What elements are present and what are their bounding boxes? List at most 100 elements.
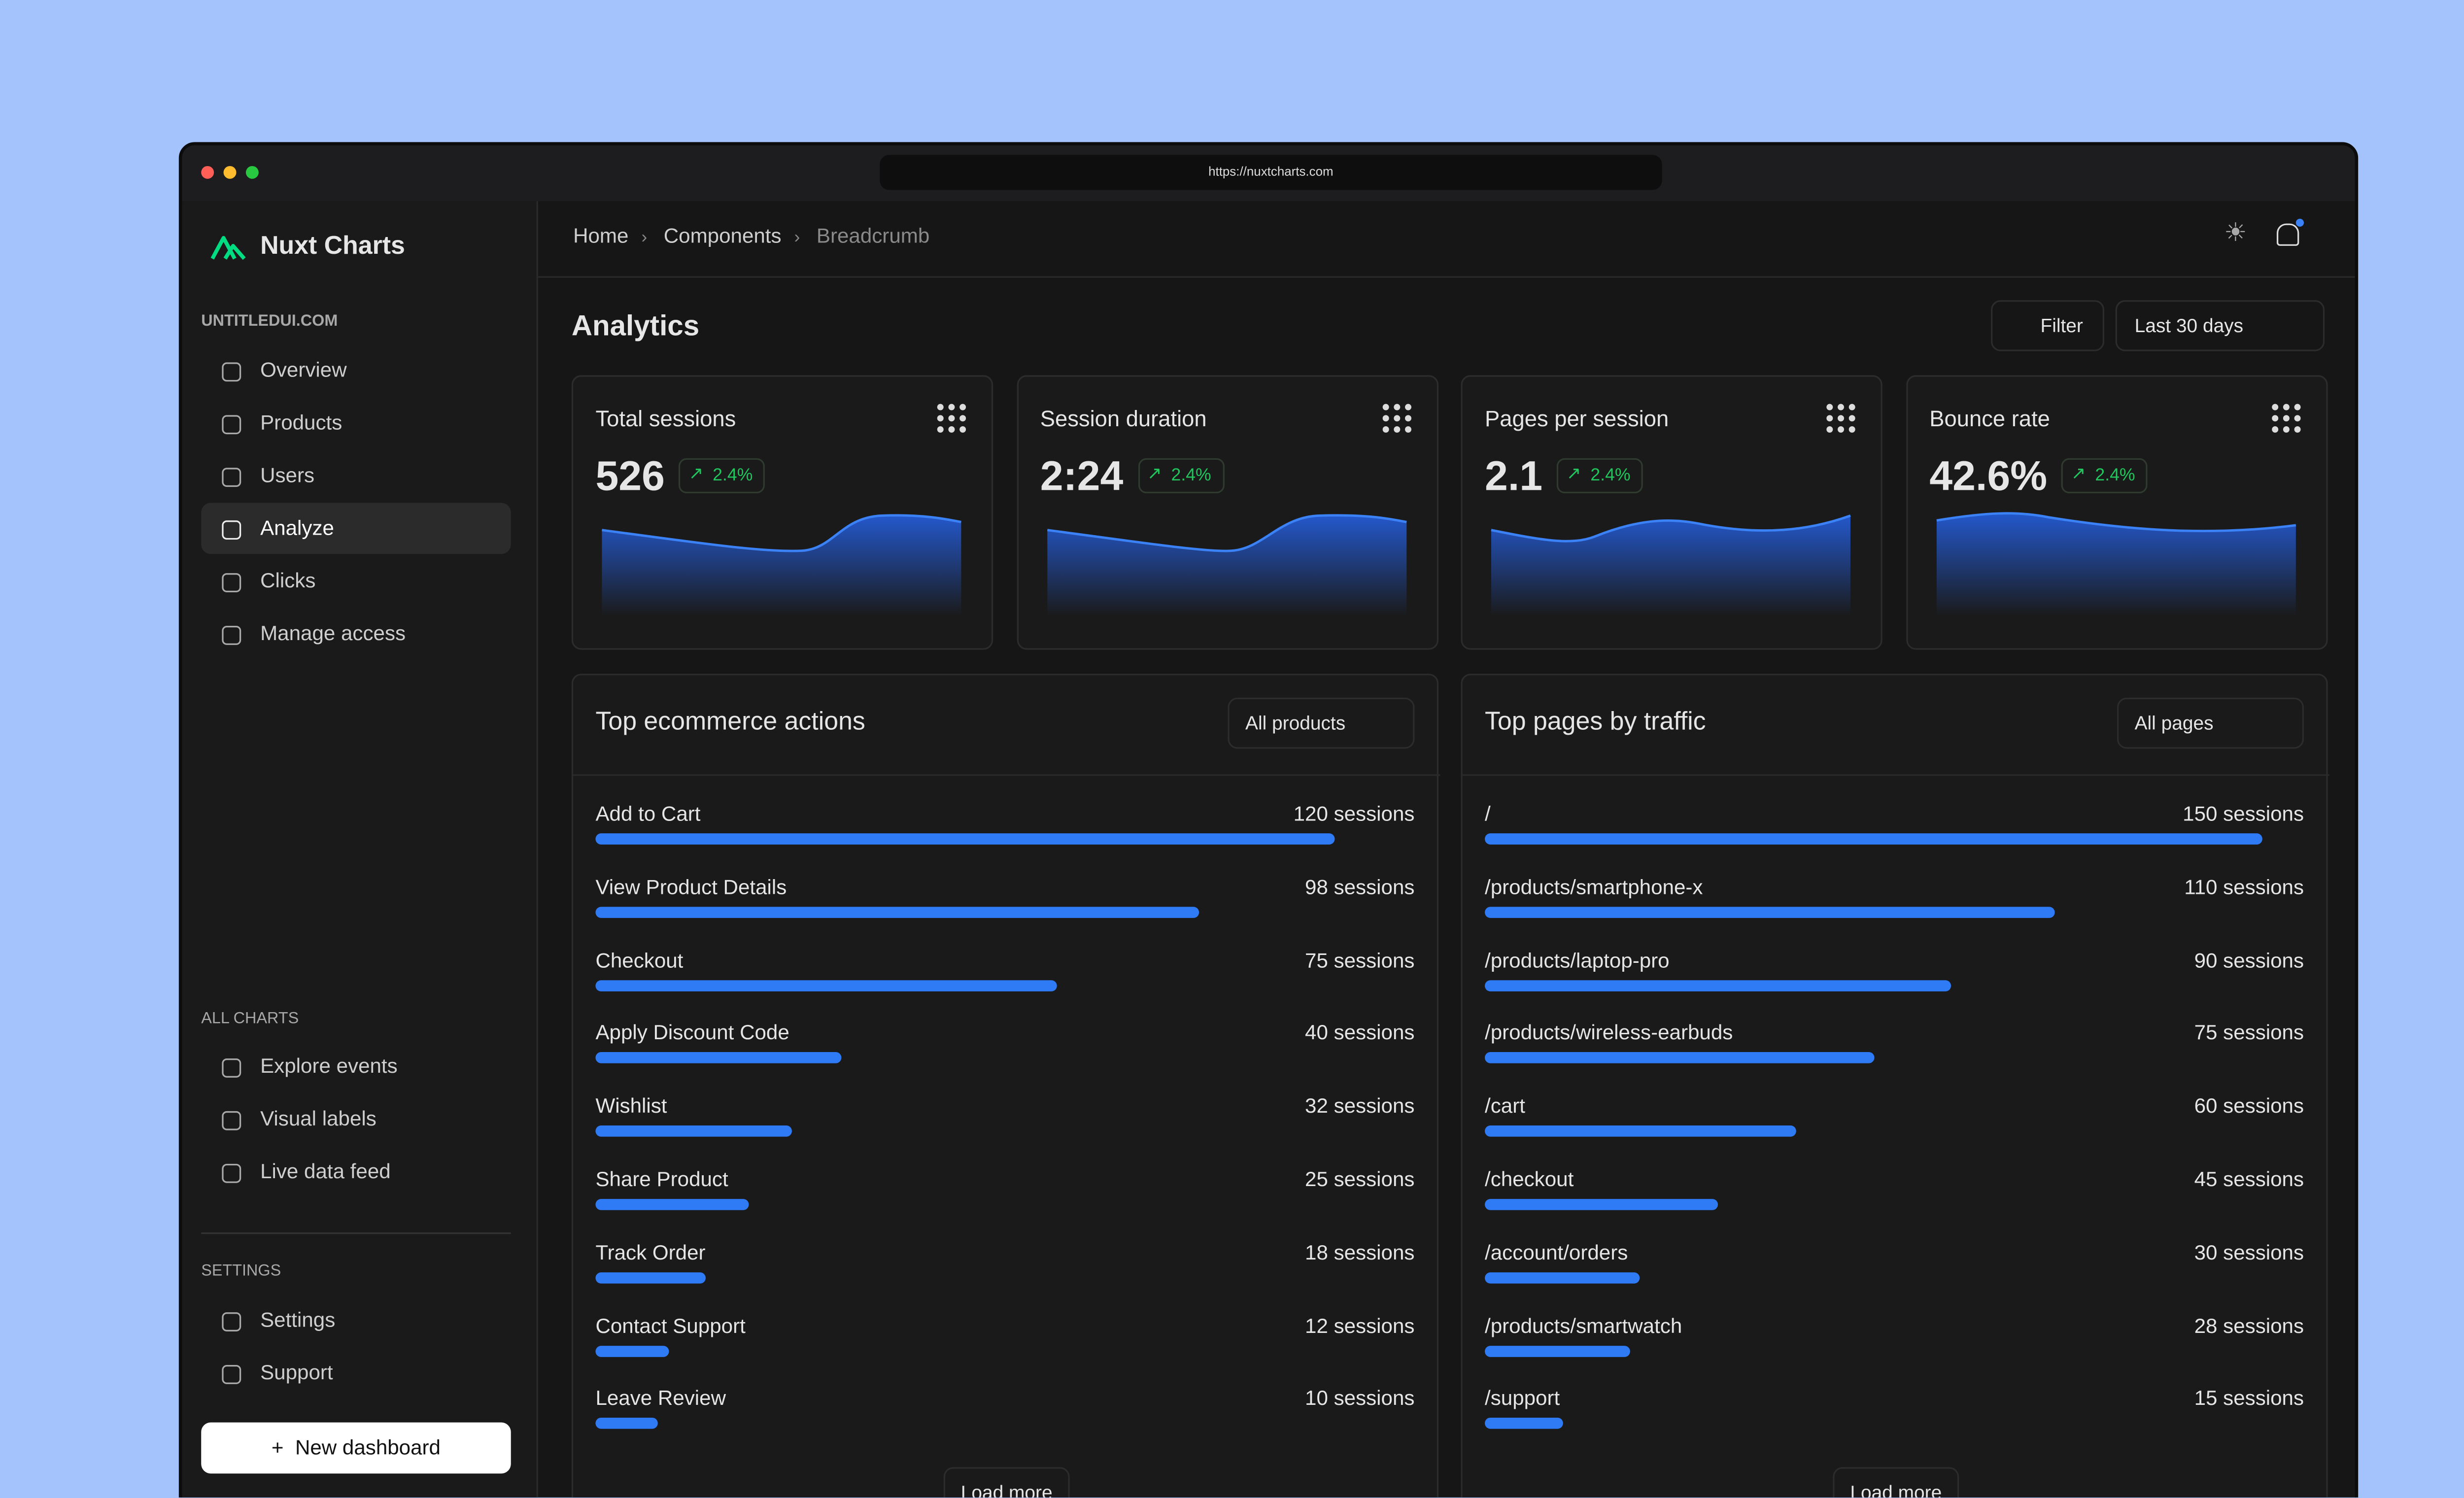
nav-item[interactable]: Explore events [260,1054,398,1078]
minimize[interactable] [223,166,237,179]
menu-dot [1848,404,1855,410]
menu-dot [1404,404,1411,410]
url: https://nuxtcharts.com [1208,164,1334,179]
kpi-menu[interactable] [1826,404,1855,433]
new-dashboard-button[interactable]: + New dashboard [201,1422,511,1474]
nav-item[interactable]: Visual labels [260,1106,376,1130]
menu-dot [2293,426,2300,433]
item-label: Track Order [595,1240,706,1264]
logo [210,236,246,260]
nav-item[interactable]: Overview [260,357,347,382]
panel-select[interactable]: All pages [2117,697,2304,749]
bar [1485,833,2262,845]
item-value-label: 98 sessions [1305,874,1415,899]
nav-item[interactable]: Analyze [260,515,334,540]
item-value-label: 45 sessions [2194,1167,2304,1191]
panel: Top pages by traffic All pages / 150 sessio… [1461,674,2329,1498]
menu-dot [948,404,955,410]
kpi-value: 2.1 [1485,451,1543,500]
kpi-card: Total sessions 526 2.4% ↗ [571,375,993,650]
item-label: Apply Discount Code [595,1021,789,1045]
menu-dot [1826,426,1833,433]
menu-dot [2282,426,2289,433]
close[interactable] [201,166,214,179]
nav-icon [222,626,241,645]
item-value-label: 90 sessions [2194,948,2304,972]
item-value-label: 60 sessions [2194,1093,2304,1118]
sparkline-line [1935,512,2295,533]
panel-title: Top ecommerce actions [595,709,865,736]
panel-divider [1462,774,2329,776]
nav-icon [222,520,241,540]
bar [595,1345,670,1357]
nav-icon [222,415,241,435]
menu-dot [1848,426,1855,433]
nav-item[interactable]: Support [260,1360,333,1384]
item-value-label: 25 sessions [1305,1167,1415,1191]
kpi-value: 2:24 [1040,451,1124,500]
kpi-menu[interactable] [2271,404,2300,433]
nav-item[interactable]: Settings [260,1307,336,1331]
kpi-menu[interactable] [1382,404,1411,433]
item-label: Checkout [595,948,684,972]
nav-icon [222,1312,241,1331]
menu-dot [1393,415,1400,422]
sidebar-divider [201,1232,511,1234]
bar [1485,1053,1874,1064]
sparkline [1491,514,1851,616]
breadcrumb-item[interactable]: Components [663,223,782,248]
sidebar [182,201,538,1498]
workspace[interactable]: UNTITLEDUI.COM [201,313,338,331]
nav-icon [222,1111,241,1130]
nav-icon [222,1163,241,1183]
item-label: /support [1485,1386,1560,1411]
item-label: /account/orders [1485,1240,1628,1264]
filter-button[interactable]: Filter [1991,300,2105,351]
kpi-card: Session duration 2:24 2.4% ↗ [1016,375,1438,650]
load-more-button[interactable]: Load more [1833,1467,1959,1498]
kpi-change-icon: ↗ [1566,464,1581,484]
menu-dot [1404,426,1411,433]
breadcrumb-item[interactable]: Home [573,223,629,248]
panel-divider [573,774,1440,776]
nav-item[interactable]: Users [260,463,315,487]
panel-select[interactable]: All products [1228,697,1415,749]
kpi-change-icon: ↗ [2071,464,2086,484]
url-bar[interactable]: https://nuxtcharts.com [880,155,1662,190]
sparkline-area [1936,513,2295,616]
menu-dot [948,426,955,433]
kpi-label: Bounce rate [1929,405,2050,431]
kpi-change-icon: ↗ [1147,464,1162,484]
kpi-card: Pages per session 2.1 2.4% ↗ [1461,375,1882,650]
kpi-change: 2.4% [2061,458,2148,494]
sun-icon[interactable]: ☀ [2224,220,2247,248]
menu-dot [1404,415,1411,422]
menu-dot [2271,415,2278,422]
kpi-card: Bounce rate 42.6% 2.4% ↗ [1905,375,2327,650]
new-dashboard-label: New dashboard [295,1435,441,1460]
range-select[interactable]: Last 30 days [2115,300,2325,351]
sparkline [1935,512,2295,616]
nav-item[interactable]: Manage access [260,621,406,645]
bar [595,833,1335,845]
bar [1485,1345,1630,1357]
kpi-value: 526 [595,451,665,500]
load-more-button[interactable]: Load more [943,1467,1070,1498]
zoom[interactable] [245,166,259,179]
bar [595,1053,842,1064]
bell-icon[interactable] [2276,223,2299,246]
menu-dot [1838,426,1844,433]
nav-item[interactable]: Live data feed [260,1159,391,1183]
notification-dot [2295,218,2304,227]
kpi-menu[interactable] [937,404,966,433]
item-value-label: 15 sessions [2194,1386,2304,1411]
menu-dot [1382,415,1389,422]
item-value-label: 18 sessions [1305,1240,1415,1264]
nav-item[interactable]: Products [260,410,342,435]
nav-item[interactable]: Clicks [260,568,316,592]
kpi-change-icon: ↗ [688,464,704,484]
sparkline-area [1491,515,1850,616]
item-label: /cart [1485,1093,1525,1118]
item-label: Share Product [595,1167,728,1191]
